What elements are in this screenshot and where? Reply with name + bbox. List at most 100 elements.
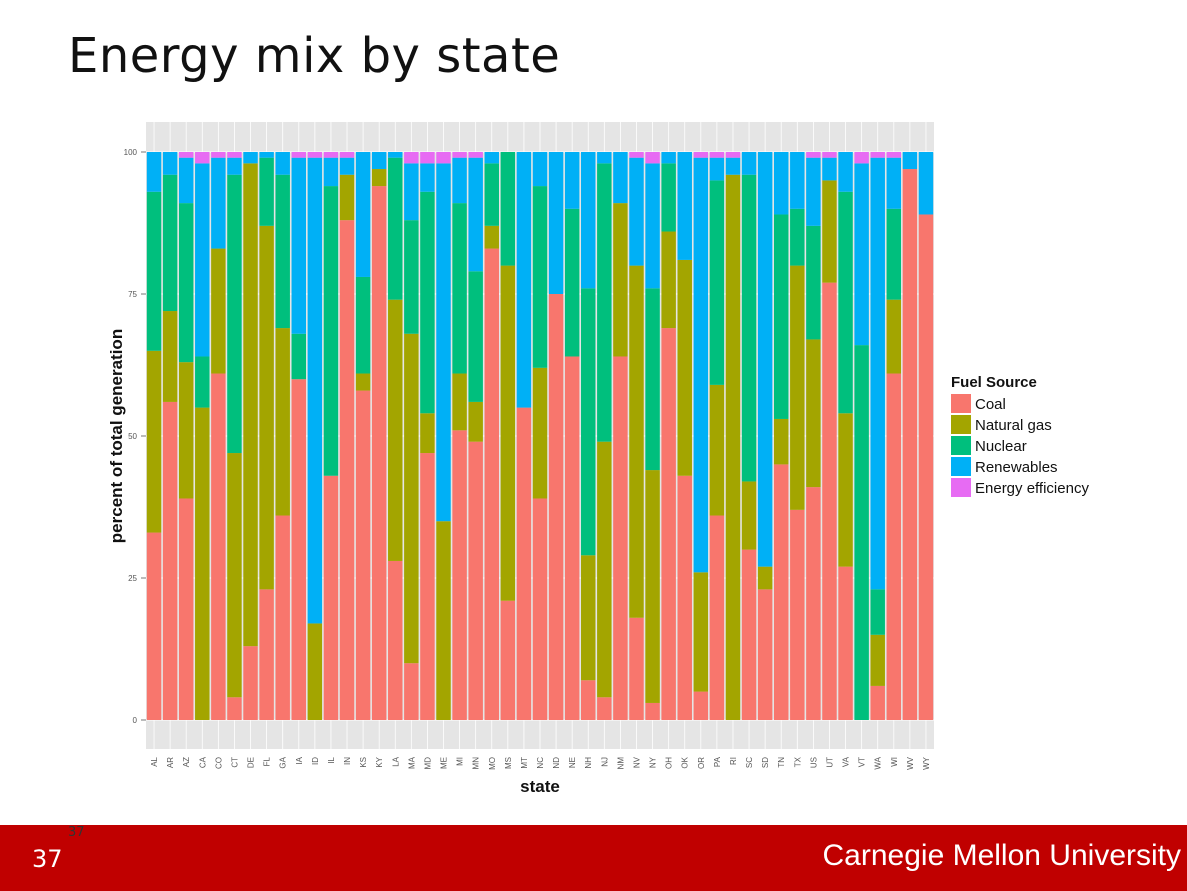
x-tick-label: FL	[263, 756, 272, 766]
bar-segment-tn-nuclear	[773, 214, 789, 419]
bar-segment-ct-natural-gas	[227, 453, 242, 698]
legend-label: Natural gas	[975, 417, 1052, 434]
bar-segment-me-natural-gas	[436, 521, 451, 720]
bar-segment-md-natural-gas	[420, 413, 435, 454]
bar-segment-fl-natural-gas	[259, 225, 274, 590]
bar-segment-va-natural-gas	[838, 413, 853, 567]
bar-segment-il-energy-efficiency	[323, 152, 339, 158]
bar-segment-wa-natural-gas	[870, 634, 885, 686]
x-tick-label: NV	[632, 756, 641, 768]
x-tick-label: WA	[874, 756, 883, 769]
x-tick-label: GA	[279, 756, 288, 768]
bar-segment-tx-nuclear	[790, 208, 805, 266]
bar-segment-wy-renewables	[918, 152, 934, 215]
bar-segment-sc-natural-gas	[741, 481, 757, 550]
bar-segment-va-renewables	[838, 152, 853, 192]
y-tick-label: 50	[128, 432, 137, 441]
bar-segment-or-energy-efficiency	[693, 152, 709, 158]
bar-segment-ut-energy-efficiency	[822, 152, 837, 158]
bar-segment-la-natural-gas	[388, 299, 403, 561]
bar-segment-in-coal	[339, 220, 355, 720]
bar-segment-ca-natural-gas	[195, 407, 210, 720]
bar-segment-wa-coal	[870, 685, 885, 720]
bar-segment-pa-nuclear	[709, 180, 725, 385]
bar-segment-ia-energy-efficiency	[291, 152, 307, 158]
bar-segment-co-renewables	[211, 157, 226, 249]
x-tick-label: NE	[568, 757, 577, 768]
bar-segment-ar-renewables	[162, 152, 178, 175]
x-tick-label: LA	[391, 756, 400, 766]
x-tick-label: MT	[520, 757, 529, 769]
x-tick-label: DE	[247, 757, 256, 768]
bar-segment-us-nuclear	[806, 225, 821, 340]
bar-segment-in-natural-gas	[339, 174, 355, 221]
bar-segment-wi-coal	[886, 373, 902, 720]
bar-segment-ga-nuclear	[275, 174, 290, 329]
bar-segment-nm-renewables	[613, 152, 628, 204]
bar-segment-il-coal	[323, 475, 339, 720]
page-number: 37	[32, 845, 63, 873]
bar-segment-ct-nuclear	[227, 174, 242, 454]
bar-segment-ny-renewables	[645, 163, 660, 289]
bar-segment-ma-natural-gas	[404, 333, 419, 664]
bar-segment-us-renewables	[806, 157, 821, 226]
x-tick-label: AL	[150, 756, 159, 766]
bar-segment-ar-coal	[162, 401, 178, 720]
bar-segment-sd-natural-gas	[757, 566, 773, 590]
x-tick-label: AZ	[182, 757, 191, 767]
bar-segment-ok-renewables	[677, 152, 692, 260]
bar-segment-wi-nuclear	[886, 208, 902, 300]
bar-segment-de-coal	[243, 646, 258, 720]
bar-segment-az-natural-gas	[178, 362, 194, 499]
bar-segment-nm-natural-gas	[613, 203, 628, 357]
x-tick-label: ID	[311, 757, 320, 765]
y-tick-label: 25	[128, 574, 137, 583]
bar-segment-ms-coal	[500, 600, 516, 720]
bar-segment-nj-coal	[597, 697, 612, 720]
bar-segment-ia-renewables	[291, 157, 307, 334]
x-tick-label: CT	[230, 757, 239, 768]
legend-swatch	[951, 478, 971, 497]
bars-layer	[146, 152, 934, 721]
bar-segment-vt-energy-efficiency	[854, 152, 869, 164]
bar-segment-sc-coal	[741, 549, 757, 720]
bar-segment-ia-coal	[291, 379, 307, 720]
x-tick-label: PA	[713, 756, 722, 767]
bar-segment-co-energy-efficiency	[211, 152, 226, 158]
bar-segment-tx-natural-gas	[790, 265, 805, 510]
bar-segment-nd-renewables	[548, 152, 564, 294]
bar-segment-mn-natural-gas	[468, 401, 483, 442]
x-tick-label: OR	[697, 757, 706, 769]
x-axis-label: state	[520, 777, 560, 796]
bar-segment-az-coal	[178, 498, 194, 720]
x-tick-label: KY	[375, 756, 384, 767]
brand-name: Carnegie Mellon University	[822, 839, 1181, 872]
x-tick-label: NM	[616, 757, 625, 770]
x-tick-label: NC	[536, 757, 545, 769]
page-number-small: 37	[68, 825, 85, 840]
bar-segment-me-energy-efficiency	[436, 152, 451, 164]
bar-segment-nm-coal	[613, 356, 628, 720]
x-tick-label: MA	[407, 756, 416, 769]
bar-segment-ky-renewables	[371, 152, 387, 170]
bar-segment-in-energy-efficiency	[339, 152, 355, 158]
x-tick-label: ND	[552, 757, 561, 769]
bar-segment-in-renewables	[339, 157, 355, 175]
y-tick-label: 75	[128, 290, 137, 299]
bar-segment-nc-renewables	[532, 152, 548, 187]
x-tick-label: UT	[825, 757, 834, 768]
energy-mix-chart: 0 25 50 75 100 AL AR AZ CA CO CT DE FL GA IA ID IL IN KS K…	[107, 122, 1089, 796]
bar-segment-ma-coal	[404, 663, 419, 720]
bar-segment-ny-natural-gas	[645, 470, 660, 703]
x-tick-label: RI	[729, 757, 738, 765]
bar-segment-wi-renewables	[886, 157, 902, 209]
bar-segment-mo-nuclear	[484, 163, 499, 226]
x-tick-label: MI	[456, 757, 465, 766]
bar-segment-fl-nuclear	[259, 157, 274, 226]
x-tick-label: AR	[166, 757, 175, 768]
x-tick-label: ME	[440, 757, 449, 769]
bar-segment-pa-coal	[709, 515, 725, 720]
bar-segment-la-renewables	[388, 152, 403, 158]
bar-segment-fl-renewables	[259, 152, 274, 158]
bar-segment-ct-renewables	[227, 157, 242, 175]
